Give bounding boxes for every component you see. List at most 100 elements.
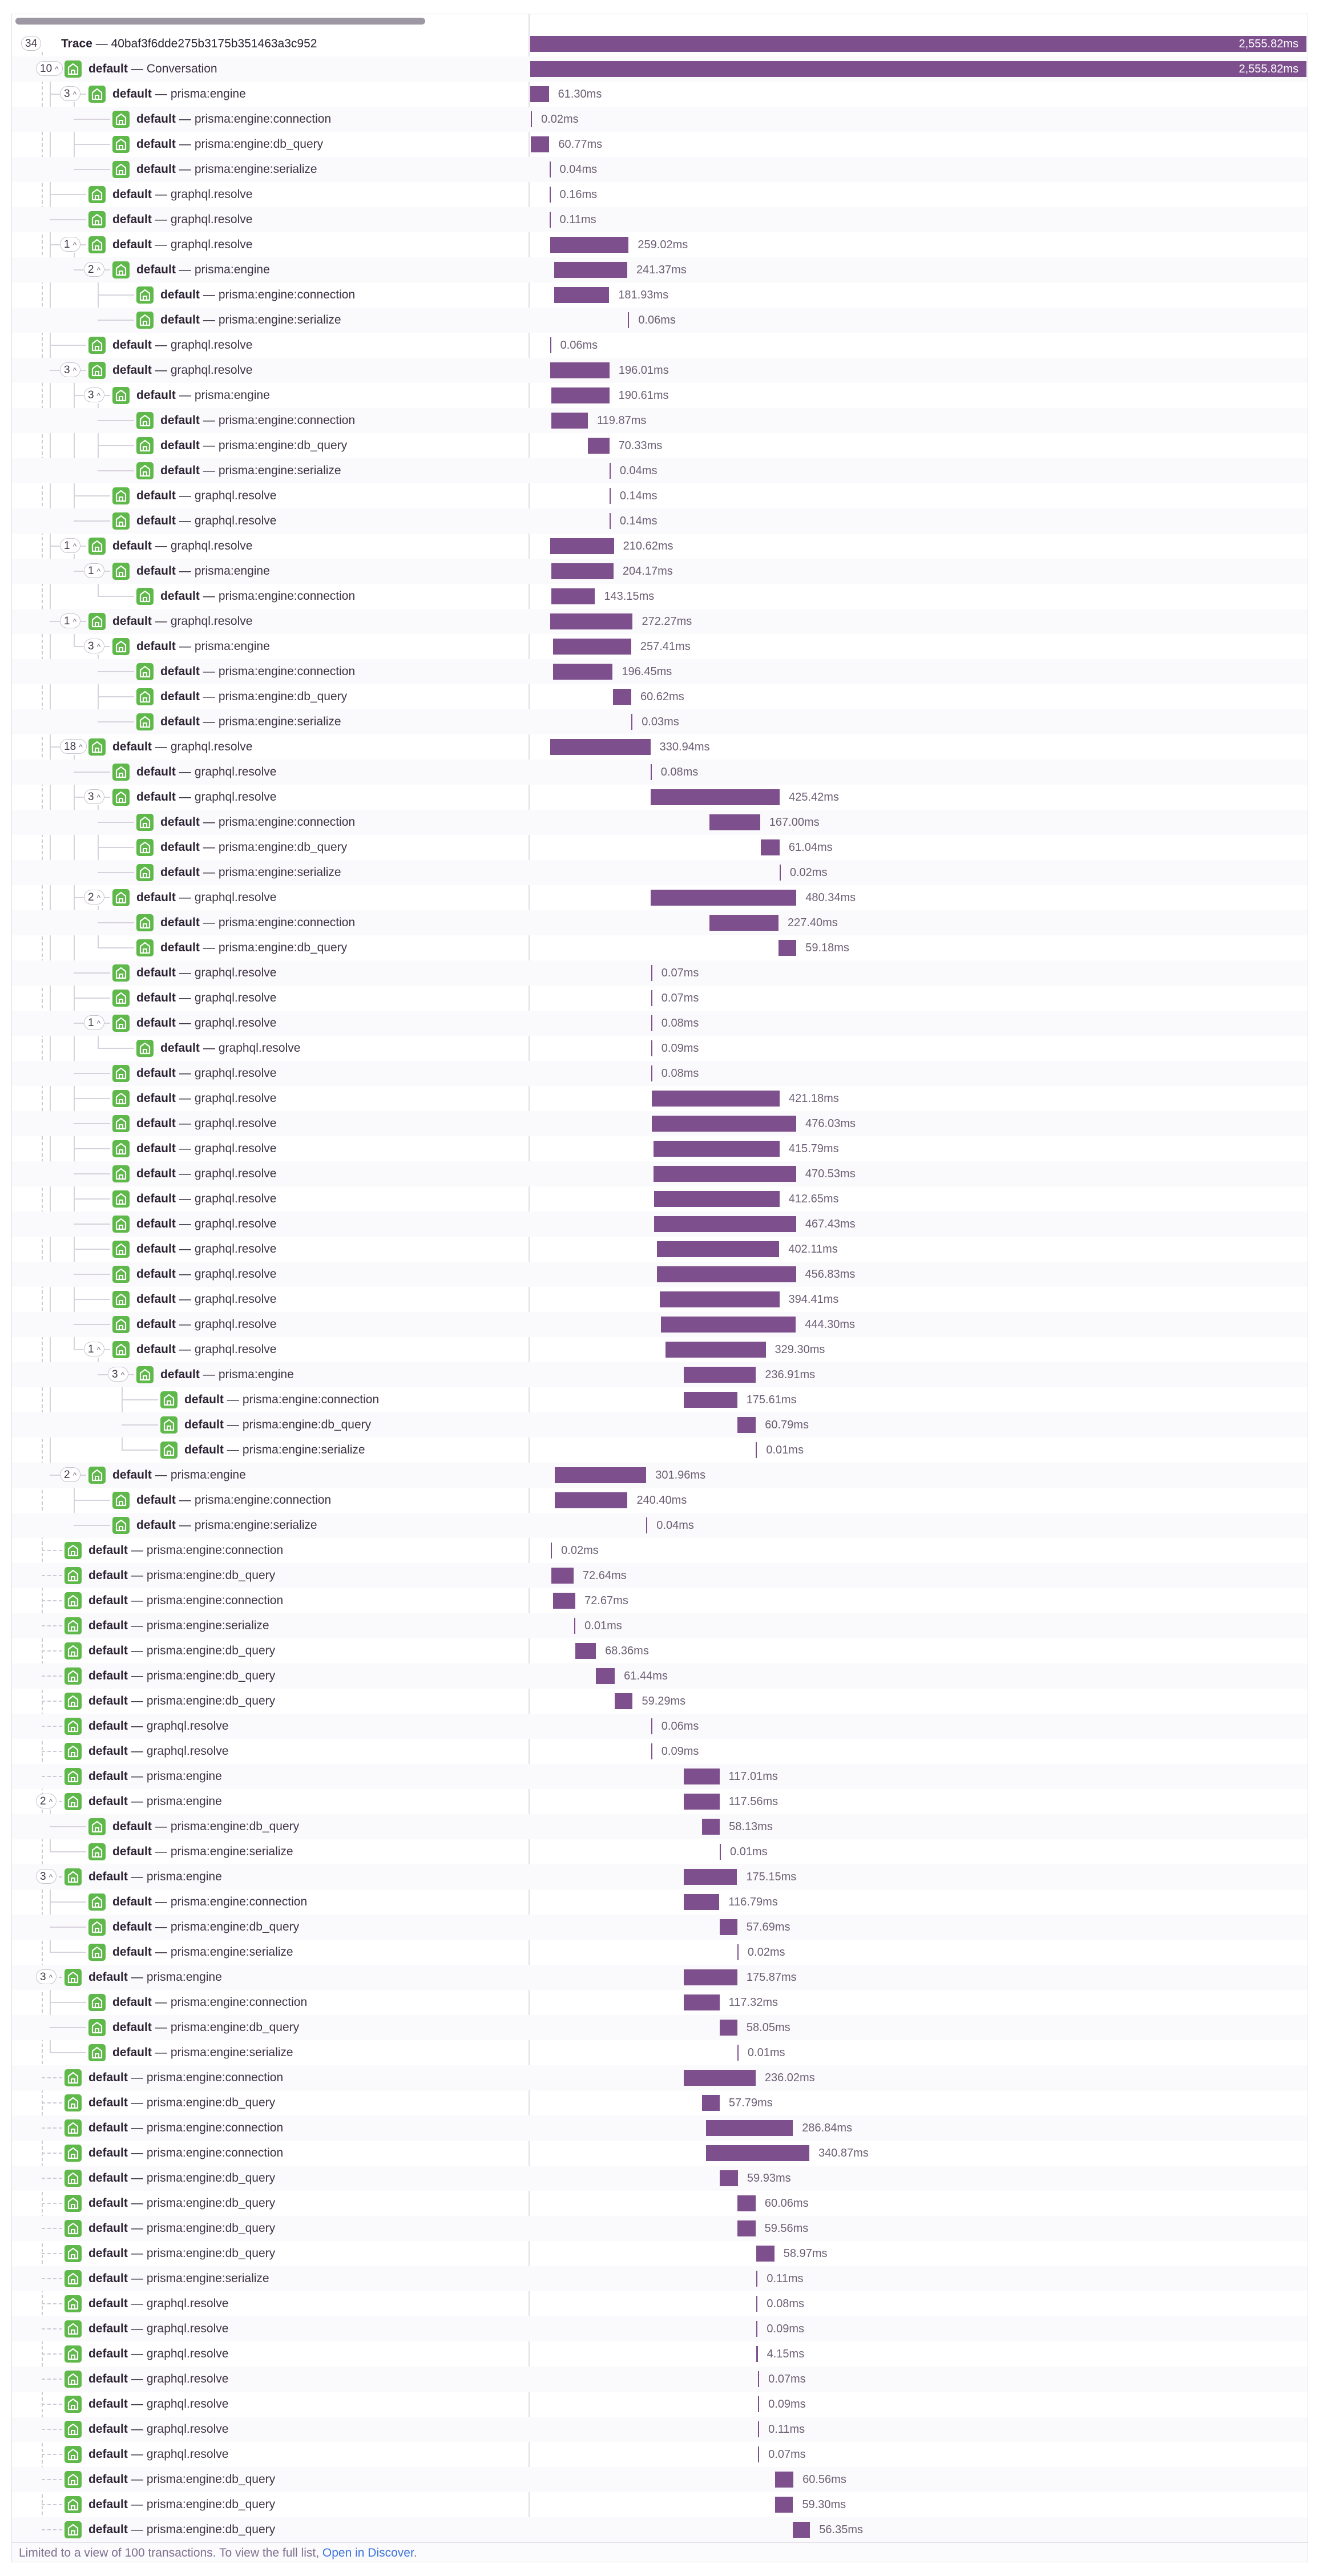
children-toggle[interactable]: 10 ^	[36, 61, 63, 76]
span-row[interactable]: default — graphql.resolve 394.41ms	[12, 1287, 1308, 1312]
span-row[interactable]: default — prisma:engine:connection 143.15ms	[12, 584, 1308, 609]
span-row[interactable]: default — prisma:engine:db_query 60.79ms	[12, 1412, 1308, 1438]
children-toggle[interactable]: 2 ^	[36, 1794, 57, 1808]
span-row[interactable]: default — graphql.resolve 470.53ms	[12, 1161, 1308, 1186]
span-row[interactable]: 18 ^ default — graphql.resolve 330.94ms	[12, 734, 1308, 760]
span-row[interactable]: default — prisma:engine:db_query 61.44ms	[12, 1664, 1308, 1689]
span-row[interactable]: default — prisma:engine:connection 175.61ms	[12, 1387, 1308, 1412]
span-row[interactable]: default — prisma:engine:serialize 0.02ms	[12, 1940, 1308, 1965]
span-row[interactable]: default — graphql.resolve 0.16ms	[12, 182, 1308, 207]
span-row[interactable]: default — prisma:engine:serialize 0.01ms	[12, 2040, 1308, 2065]
span-row[interactable]: default — prisma:engine:serialize 0.03ms	[12, 709, 1308, 734]
span-row[interactable]: default — graphql.resolve 0.08ms	[12, 2291, 1308, 2316]
children-toggle[interactable]: 3 ^	[84, 789, 105, 804]
children-toggle[interactable]: 3 ^	[60, 86, 81, 101]
span-row[interactable]: default — prisma:engine:db_query 60.06ms	[12, 2191, 1308, 2216]
span-row[interactable]: 3 ^ default — graphql.resolve 425.42ms	[12, 785, 1308, 810]
span-row[interactable]: default — prisma:engine 117.01ms	[12, 1764, 1308, 1789]
span-row[interactable]: 3 ^ default — prisma:engine 175.15ms	[12, 1864, 1308, 1889]
span-row[interactable]: default — graphql.resolve 0.06ms	[12, 1714, 1308, 1739]
children-toggle[interactable]: 18 ^	[60, 739, 87, 754]
span-row[interactable]: 2 ^ default — prisma:engine 241.37ms	[12, 257, 1308, 282]
span-row[interactable]: default — prisma:engine:connection 340.87ms	[12, 2141, 1308, 2166]
span-row[interactable]: 3 ^ default — prisma:engine 175.87ms	[12, 1965, 1308, 1990]
trace-row[interactable]: 34 Trace — 40baf3f6dde275b3175b351463a3c…	[12, 31, 1308, 56]
span-row[interactable]: default — graphql.resolve 0.09ms	[12, 1036, 1308, 1061]
span-row[interactable]: default — prisma:engine:db_query 57.79ms	[12, 2090, 1308, 2115]
span-row[interactable]: default — prisma:engine:serialize 0.04ms	[12, 458, 1308, 483]
span-row[interactable]: default — graphql.resolve 444.30ms	[12, 1312, 1308, 1337]
span-row[interactable]: 3 ^ default — graphql.resolve 196.01ms	[12, 358, 1308, 383]
span-row[interactable]: default — prisma:engine:db_query 60.77ms	[12, 132, 1308, 157]
span-row[interactable]: 1 ^ default — prisma:engine 204.17ms	[12, 559, 1308, 584]
span-row[interactable]: default — graphql.resolve 0.09ms	[12, 2316, 1308, 2341]
span-row[interactable]: default — graphql.resolve 0.08ms	[12, 1061, 1308, 1086]
span-row[interactable]: 1 ^ default — graphql.resolve 259.02ms	[12, 232, 1308, 257]
span-row[interactable]: default — prisma:engine:db_query 59.29ms	[12, 1689, 1308, 1714]
span-row[interactable]: 3 ^ default — prisma:engine 190.61ms	[12, 383, 1308, 408]
span-row[interactable]: default — prisma:engine:db_query 60.56ms	[12, 2467, 1308, 2492]
children-toggle[interactable]: 2 ^	[60, 1467, 81, 1482]
span-row[interactable]: default — prisma:engine:connection 0.02ms	[12, 107, 1308, 132]
children-toggle[interactable]: 3 ^	[108, 1367, 129, 1382]
children-toggle[interactable]: 3 ^	[36, 1869, 57, 1884]
horizontal-scrollbar[interactable]	[15, 18, 425, 25]
span-row[interactable]: default — prisma:engine:serialize 0.01ms	[12, 1839, 1308, 1864]
span-row[interactable]: 3 ^ default — prisma:engine 257.41ms	[12, 634, 1308, 659]
span-row[interactable]: 1 ^ default — graphql.resolve 0.08ms	[12, 1011, 1308, 1036]
span-row[interactable]: default — prisma:engine:db_query 58.05ms	[12, 2015, 1308, 2040]
span-row[interactable]: 2 ^ default — graphql.resolve 480.34ms	[12, 885, 1308, 910]
span-row[interactable]: default — prisma:engine:connection 236.02ms	[12, 2065, 1308, 2090]
span-row[interactable]: default — prisma:engine:db_query 61.04ms	[12, 835, 1308, 860]
children-toggle[interactable]: 1 ^	[60, 538, 81, 553]
span-row[interactable]: default — prisma:engine:db_query 68.36ms	[12, 1638, 1308, 1664]
span-row[interactable]: 3 ^ default — prisma:engine 236.91ms	[12, 1362, 1308, 1387]
span-row[interactable]: default — graphql.resolve 467.43ms	[12, 1212, 1308, 1237]
span-row[interactable]: default — prisma:engine:serialize 0.01ms	[12, 1613, 1308, 1638]
span-row[interactable]: default — prisma:engine:connection 116.79ms	[12, 1889, 1308, 1915]
children-toggle[interactable]: 3 ^	[36, 1969, 57, 1984]
span-row[interactable]: 1 ^ default — graphql.resolve 329.30ms	[12, 1337, 1308, 1362]
span-row[interactable]: default — graphql.resolve 0.07ms	[12, 960, 1308, 986]
open-in-discover-link[interactable]: Open in Discover	[322, 2546, 414, 2559]
span-row[interactable]: 1 ^ default — graphql.resolve 210.62ms	[12, 534, 1308, 559]
span-row[interactable]: default — graphql.resolve 0.08ms	[12, 760, 1308, 785]
children-toggle[interactable]: 3 ^	[84, 387, 105, 402]
span-row[interactable]: default — prisma:engine:db_query 59.56ms	[12, 2216, 1308, 2241]
span-row[interactable]: default — graphql.resolve 0.07ms	[12, 2442, 1308, 2467]
span-row[interactable]: default — graphql.resolve 415.79ms	[12, 1136, 1308, 1161]
span-row[interactable]: default — prisma:engine:db_query 56.35ms	[12, 2517, 1308, 2542]
children-toggle[interactable]: 1 ^	[84, 1015, 105, 1030]
span-row[interactable]: default — prisma:engine:serialize 0.04ms	[12, 1513, 1308, 1538]
span-row[interactable]: default — prisma:engine:serialize 0.06ms	[12, 308, 1308, 333]
span-row[interactable]: default — prisma:engine:serialize 0.01ms	[12, 1438, 1308, 1463]
children-toggle[interactable]: 1 ^	[60, 237, 81, 252]
span-row[interactable]: default — prisma:engine:serialize 0.02ms	[12, 860, 1308, 885]
children-toggle[interactable]: 1 ^	[84, 1342, 105, 1356]
span-row[interactable]: default — graphql.resolve 0.09ms	[12, 2392, 1308, 2417]
span-row[interactable]: default — graphql.resolve 0.07ms	[12, 986, 1308, 1011]
span-row[interactable]: default — graphql.resolve 476.03ms	[12, 1111, 1308, 1136]
span-row[interactable]: 2 ^ default — prisma:engine 301.96ms	[12, 1463, 1308, 1488]
span-row[interactable]: default — prisma:engine:serialize 0.04ms	[12, 157, 1308, 182]
children-toggle[interactable]: 1 ^	[60, 613, 81, 628]
span-row[interactable]: default — prisma:engine:connection 117.32ms	[12, 1990, 1308, 2015]
span-row[interactable]: default — prisma:engine:db_query 70.33ms	[12, 433, 1308, 458]
span-row[interactable]: default — prisma:engine:db_query 58.13ms	[12, 1814, 1308, 1839]
span-row[interactable]: default — prisma:engine:serialize 0.11ms	[12, 2266, 1308, 2291]
span-row[interactable]: default — prisma:engine:connection 0.02ms	[12, 1538, 1308, 1563]
span-row[interactable]: default — graphql.resolve 402.11ms	[12, 1237, 1308, 1262]
span-row[interactable]: default — prisma:engine:db_query 59.30ms	[12, 2492, 1308, 2517]
span-row[interactable]: default — prisma:engine:connection 227.40ms	[12, 910, 1308, 935]
span-row[interactable]: default — prisma:engine:db_query 57.69ms	[12, 1915, 1308, 1940]
span-row[interactable]: default — prisma:engine:db_query 59.93ms	[12, 2166, 1308, 2191]
span-row[interactable]: default — graphql.resolve 0.14ms	[12, 508, 1308, 534]
span-row[interactable]: default — graphql.resolve 0.06ms	[12, 333, 1308, 358]
span-row[interactable]: 3 ^ default — prisma:engine 61.30ms	[12, 82, 1308, 107]
span-row[interactable]: default — prisma:engine:connection 72.67ms	[12, 1588, 1308, 1613]
span-row[interactable]: default — prisma:engine:connection 196.45ms	[12, 659, 1308, 684]
span-row[interactable]: default — graphql.resolve 0.11ms	[12, 2417, 1308, 2442]
span-row[interactable]: 1 ^ default — graphql.resolve 272.27ms	[12, 609, 1308, 634]
children-toggle[interactable]: 2 ^	[84, 262, 105, 277]
trace-children-count[interactable]: 34	[21, 36, 42, 51]
